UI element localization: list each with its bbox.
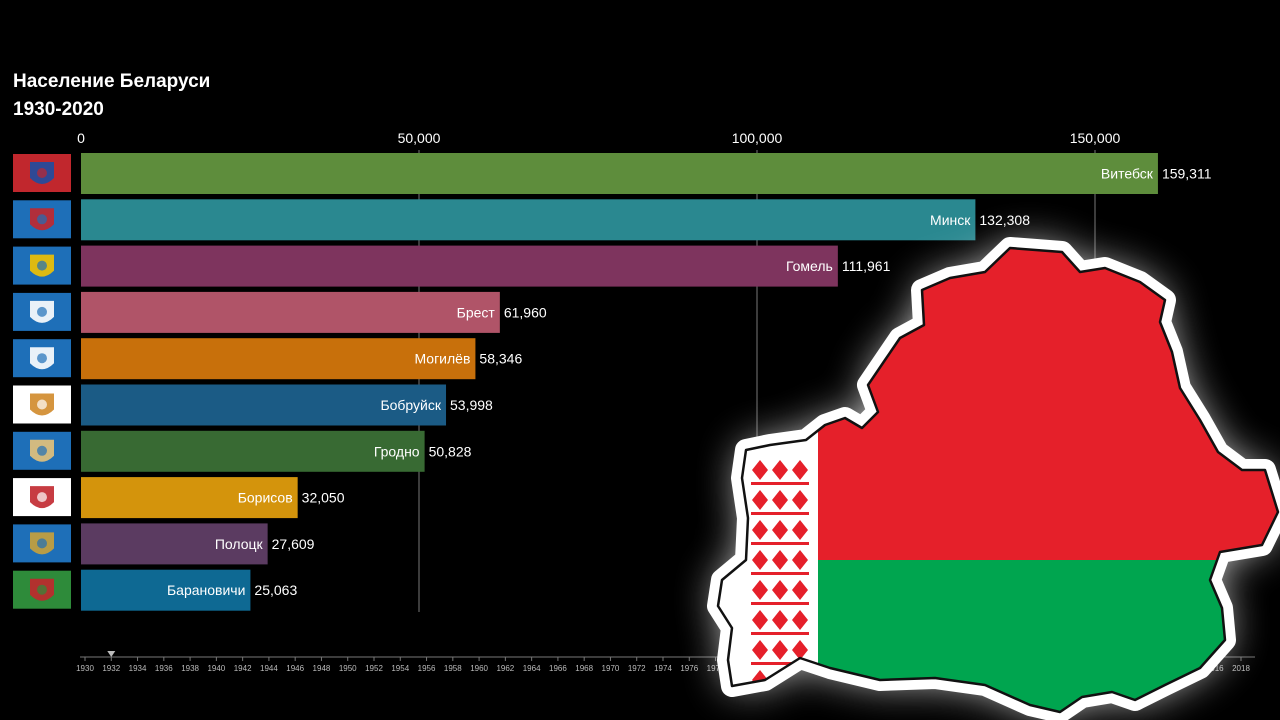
timeline-year-label: 1954 — [391, 664, 409, 673]
bar — [81, 523, 268, 565]
timeline-year-label: 1938 — [181, 664, 199, 673]
timeline-year-label: 1942 — [234, 664, 252, 673]
bar-value-label: 111,961 — [842, 258, 891, 274]
baranovichi-coat-of-arms-icon — [13, 570, 71, 609]
mogilev-coat-of-arms-icon — [13, 339, 71, 378]
bar-value-label: 132,308 — [979, 212, 1030, 228]
x-tick-label: 100,000 — [732, 130, 783, 146]
bar-category-label: Могилёв — [414, 351, 470, 367]
timeline-year-label: 1946 — [286, 664, 304, 673]
timeline-year-label: 1974 — [654, 664, 672, 673]
timeline-year-label: 1930 — [76, 664, 94, 673]
vitebsk-coat-of-arms-icon — [13, 154, 71, 192]
bar-category-label: Гродно — [374, 443, 420, 459]
timeline-year-label: 1950 — [339, 664, 357, 673]
minsk-coat-of-arms-icon — [13, 200, 71, 239]
timeline-year-label: 1966 — [549, 664, 567, 673]
polotsk-coat-of-arms-icon — [13, 524, 71, 563]
bar — [81, 291, 500, 333]
bar-category-label: Бобруйск — [380, 397, 441, 413]
chart-title-line2: 1930-2020 — [13, 99, 104, 120]
bar-value-label: 53,998 — [450, 397, 493, 413]
bar-value-label: 159,311 — [1162, 166, 1212, 182]
bar-category-label: Минск — [930, 212, 971, 228]
bar-value-label: 32,050 — [302, 490, 345, 506]
bar-value-label: 27,609 — [272, 536, 315, 552]
bar-category-label: Гомель — [786, 258, 833, 274]
timeline-year-label: 1944 — [260, 664, 278, 673]
bar — [81, 153, 1158, 194]
timeline-year-label: 2014 — [1180, 664, 1198, 673]
bar — [81, 477, 298, 519]
x-tick-label: 150,000 — [1070, 130, 1121, 146]
bar-category-label: Полоцк — [215, 536, 264, 552]
grodno-coat-of-arms-icon — [13, 431, 71, 470]
timeline-year-label: 1952 — [365, 664, 383, 673]
x-tick-label: 50,000 — [398, 130, 441, 146]
bar — [81, 430, 425, 472]
timeline-year-label: 1960 — [470, 664, 488, 673]
timeline-year-label: 1962 — [496, 664, 514, 673]
timeline-year-label: 1978 — [707, 664, 725, 673]
timeline-year-label: 1956 — [418, 664, 436, 673]
bar-value-label: 50,828 — [429, 443, 472, 459]
bar-category-label: Барановичи — [167, 582, 245, 598]
bar — [81, 245, 838, 287]
bar — [81, 569, 251, 611]
timeline-year-label: 1936 — [155, 664, 173, 673]
timeline-marker[interactable] — [107, 651, 116, 657]
borisov-coat-of-arms-icon — [13, 478, 71, 517]
timeline-year-label: 1934 — [129, 664, 147, 673]
gomel-coat-of-arms-icon — [13, 246, 71, 285]
bar-category-label: Брест — [457, 304, 496, 320]
bar-category-label: Борисов — [238, 490, 293, 506]
chart-title-line1: Население Беларуси — [13, 71, 211, 92]
timeline-year-label: 1940 — [207, 664, 225, 673]
timeline-year-label: 1948 — [313, 664, 331, 673]
brest-coat-of-arms-icon — [13, 292, 71, 331]
x-tick-label: 0 — [77, 130, 85, 146]
timeline-year-label: 2016 — [1206, 664, 1224, 673]
timeline-year-label: 1968 — [575, 664, 593, 673]
timeline-year-label: 1976 — [680, 664, 698, 673]
timeline-year-label: 1964 — [523, 664, 541, 673]
bar-value-label: 61,960 — [504, 304, 547, 320]
bar — [81, 199, 976, 241]
timeline-year-label: 1972 — [628, 664, 646, 673]
bar-value-label: 25,063 — [254, 582, 297, 598]
bar-value-label: 58,346 — [479, 351, 522, 367]
bar — [81, 338, 476, 380]
timeline-year-label: 1932 — [102, 664, 120, 673]
timeline-year-label: 1958 — [444, 664, 462, 673]
bar-category-label: Витебск — [1101, 166, 1154, 182]
bar — [81, 384, 447, 426]
chart-title: Население Беларуси 1930-2020 — [13, 68, 210, 124]
bobruisk-coat-of-arms-icon — [13, 385, 71, 424]
timeline-year-label: 1970 — [602, 664, 620, 673]
timeline-year-label: 2018 — [1232, 664, 1250, 673]
